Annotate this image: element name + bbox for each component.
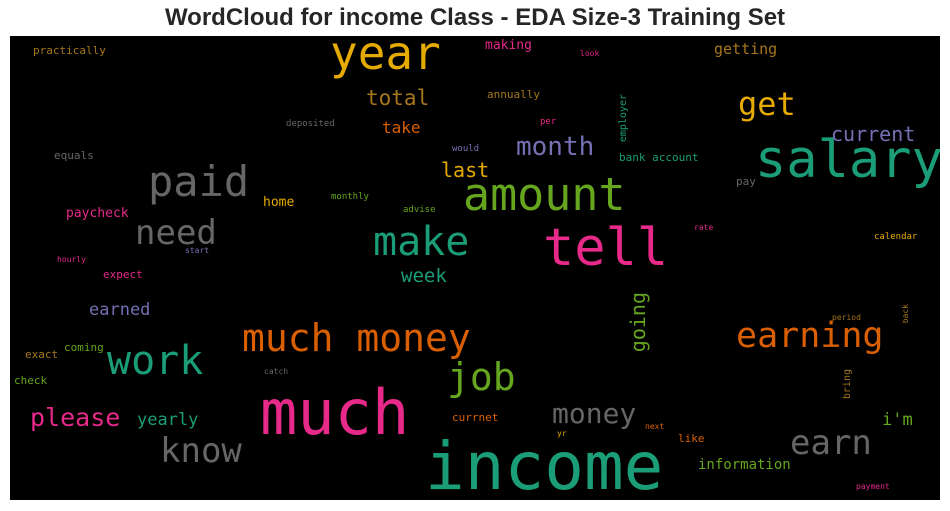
word-year: year (330, 36, 441, 80)
chart-title: WordCloud for income Class - EDA Size-3 … (164, 4, 786, 31)
word-monthly: monthly (331, 192, 369, 202)
word-start: start (185, 246, 210, 255)
word-rate: rate (694, 223, 714, 232)
word-information: information (698, 457, 791, 473)
word-total: total (366, 86, 430, 110)
word-annually: annually (487, 88, 540, 101)
word-earned: earned (89, 300, 151, 320)
word-last: last (441, 158, 490, 182)
word-employer: employer (618, 94, 629, 143)
word-yearly: yearly (137, 410, 199, 430)
word-earning: earning (736, 316, 884, 356)
word-pay: pay (736, 175, 756, 188)
word-amount: amount (463, 168, 626, 221)
word-income: income (425, 428, 664, 500)
word-advise: advise (403, 205, 436, 215)
word-earn: earn (790, 423, 872, 463)
word-per: per (540, 117, 557, 127)
word-expect: expect (103, 268, 143, 281)
word-period: period (832, 313, 861, 322)
word-coming: coming (64, 341, 104, 354)
word-yr: yr (557, 429, 567, 438)
word-making: making (485, 38, 532, 53)
word-take: take (382, 118, 421, 137)
word-look: look (580, 49, 600, 58)
word-exact: exact (25, 348, 59, 361)
word-job: job (447, 355, 516, 399)
word-paid: paid (148, 157, 250, 206)
word-equals: equals (54, 149, 94, 162)
word-make: make (373, 219, 470, 265)
word-much-money: much money (242, 316, 471, 360)
word-bank-account: bank account (619, 151, 699, 164)
word-need: need (135, 213, 217, 253)
word-salary: salary (755, 130, 940, 190)
wordcloud-canvas: income much salary tell year amount much money… (10, 36, 940, 500)
word-catch: catch (264, 367, 289, 376)
word-calendar: calendar (874, 232, 918, 242)
word-payment: payment (856, 482, 890, 491)
word-back: back (901, 304, 910, 324)
word-practically: practically (33, 44, 106, 57)
word-i-m: i'm (882, 410, 913, 430)
word-like: like (678, 432, 705, 445)
word-check: check (14, 374, 48, 387)
word-money: money (552, 397, 637, 430)
word-would: would (452, 144, 480, 154)
word-much: much (260, 376, 410, 449)
word-deposited: deposited (286, 119, 335, 129)
word-going: going (626, 292, 650, 353)
word-next: next (645, 422, 665, 431)
word-get: get (738, 85, 796, 123)
word-home: home (263, 195, 295, 210)
word-getting: getting (714, 40, 778, 58)
word-know: know (160, 431, 242, 471)
word-paycheck: paycheck (66, 206, 129, 221)
word-bring: bring (842, 369, 853, 400)
word-currnet: currnet (452, 411, 499, 424)
word-work: work (107, 338, 204, 384)
word-current: current (831, 122, 916, 146)
word-month: month (516, 132, 595, 162)
word-week: week (401, 265, 447, 287)
word-tell: tell (543, 218, 669, 278)
word-hourly: hourly (57, 255, 86, 264)
word-please: please (30, 403, 121, 432)
